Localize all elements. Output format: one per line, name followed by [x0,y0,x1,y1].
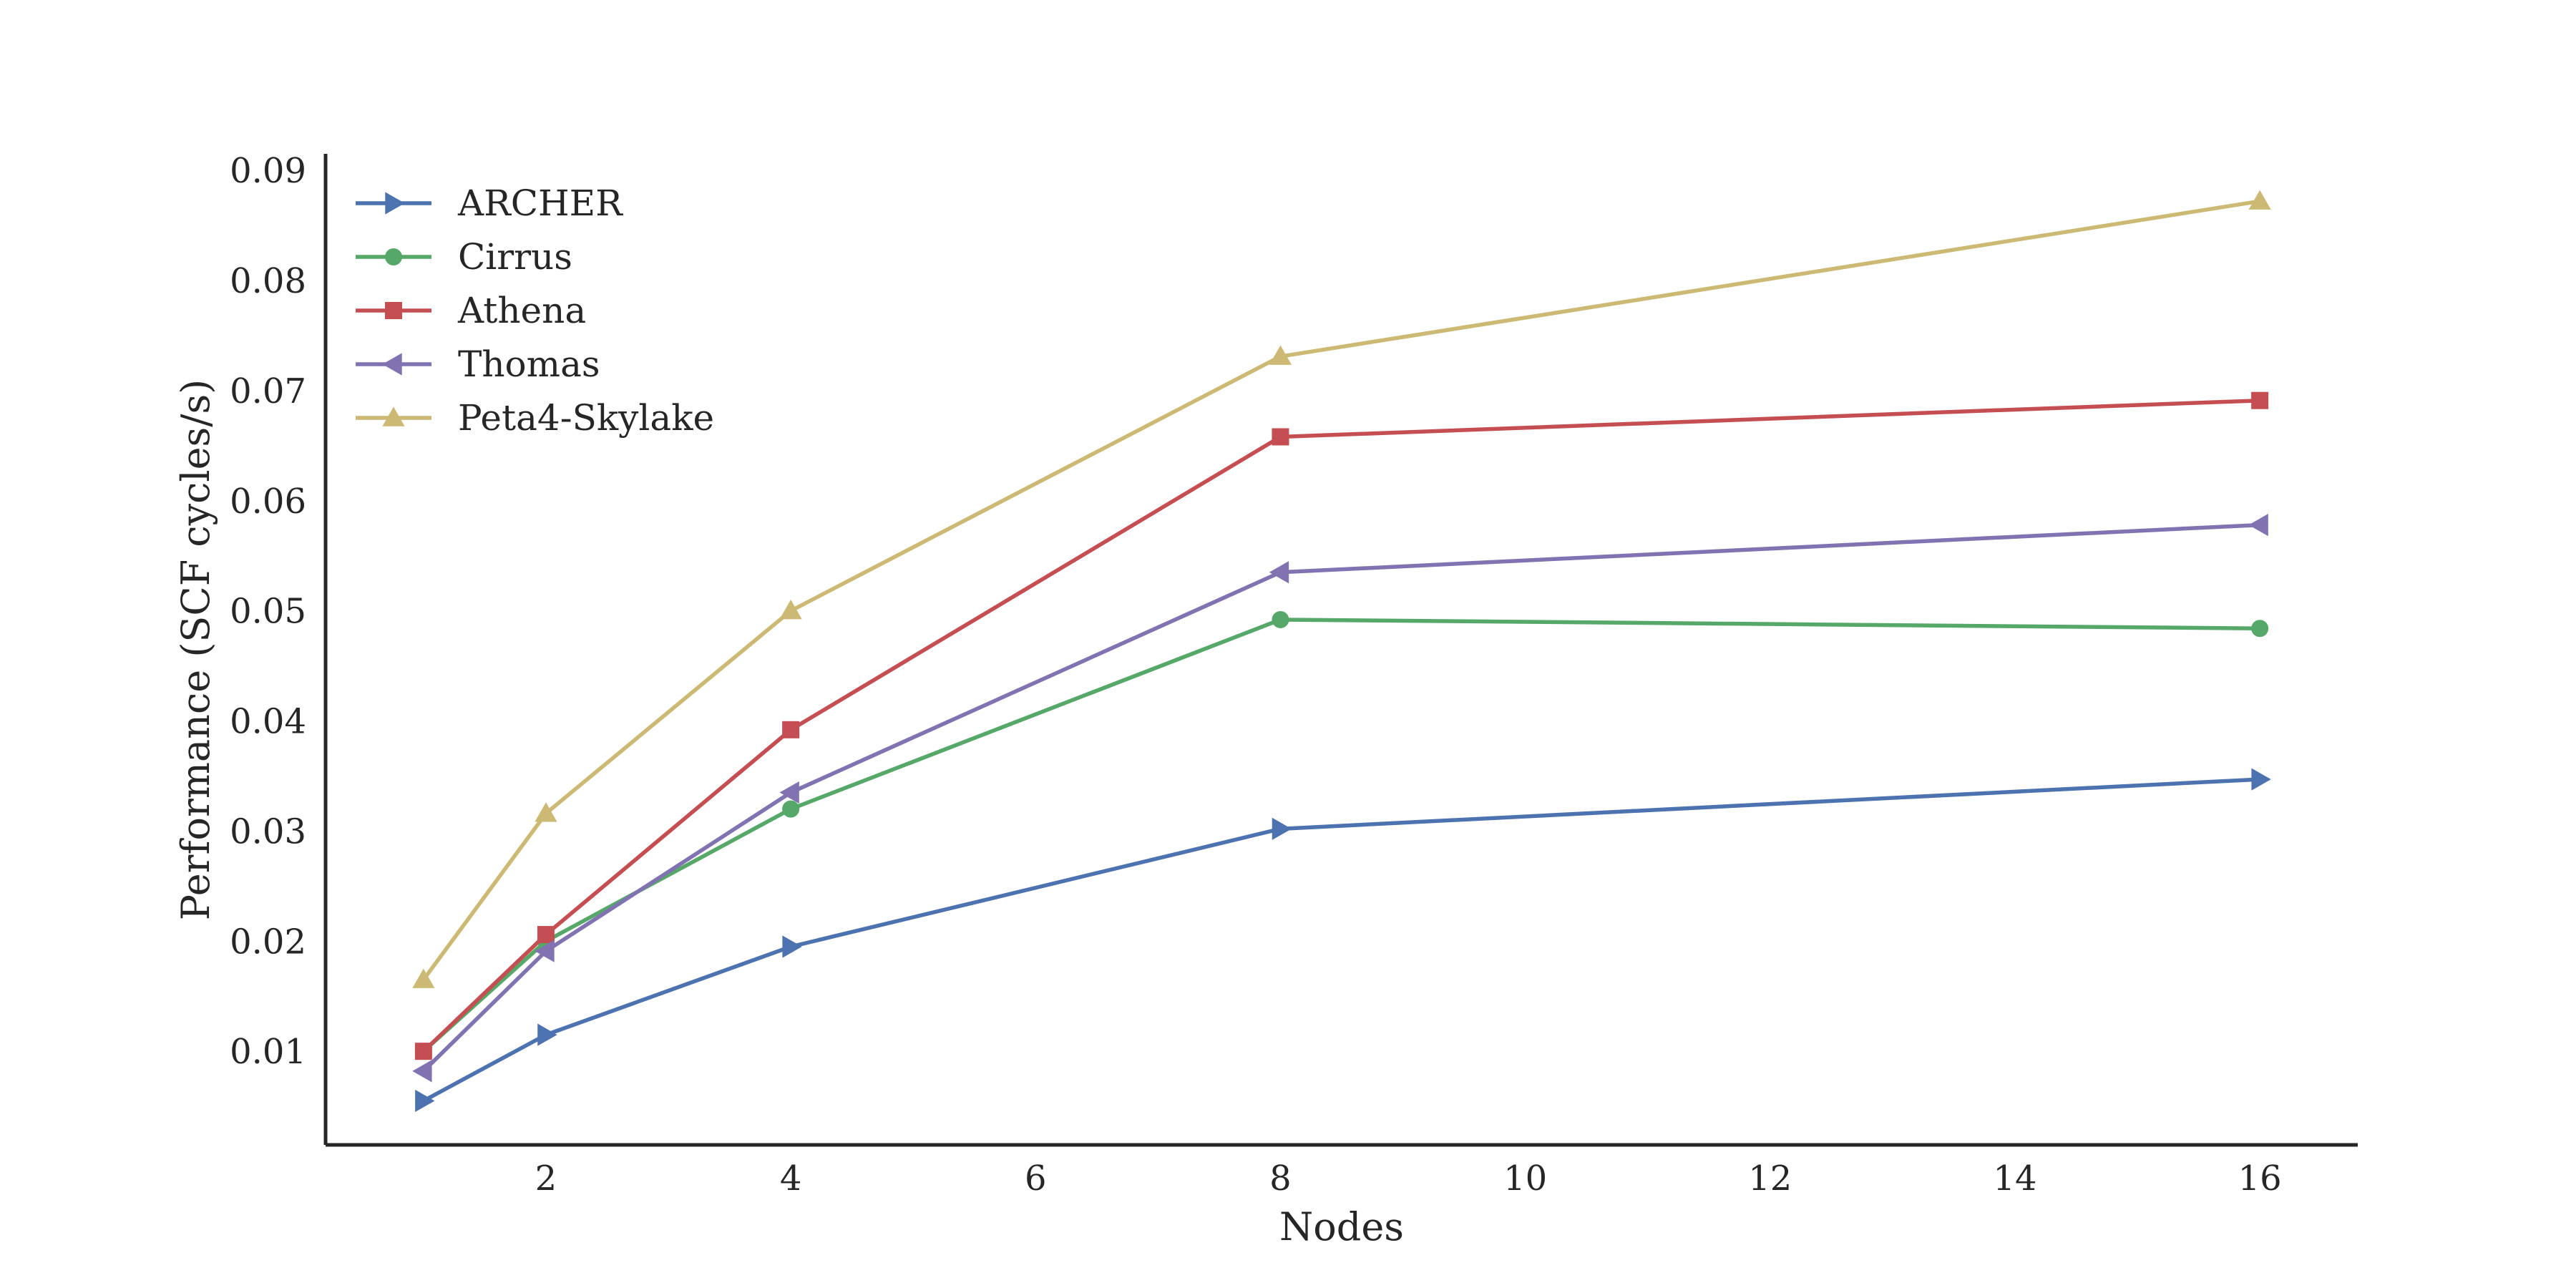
legend-item-archer: ARCHER [356,182,623,224]
legend-label: ARCHER [457,182,623,224]
series-cirrus [414,610,2269,1060]
x-tick-label: 10 [1503,1158,1547,1199]
x-tick-label: 16 [2238,1158,2282,1199]
data-point-cirrus [2251,620,2269,638]
legend-marker [385,192,405,215]
legend-item-peta4-skylake: Peta4-Skylake [356,397,714,439]
y-tick-label: 0.07 [230,371,306,411]
data-point-thomas [2248,514,2268,537]
series-line-thomas [421,522,2260,1073]
data-point-archer [537,1023,557,1046]
data-point-peta4-skylake [2248,190,2271,210]
series-line-peta4-skylake [421,199,2260,981]
x-tick-label: 4 [780,1158,802,1199]
legend: ARCHER Cirrus Athena Thomas Peta4-Skylake [356,182,714,439]
legend-item-thomas: Thomas [356,343,600,385]
data-point-thomas [779,781,799,804]
data-point-cirrus [1272,610,1289,628]
x-tick-label: 6 [1025,1158,1047,1199]
x-tick-label: 8 [1269,1158,1292,1199]
legend-label: Peta4-Skylake [458,397,714,439]
x-tick-label: 12 [1748,1158,1792,1199]
data-point-athena [414,1043,432,1060]
series-peta4-skylake [412,190,2271,988]
series-group [412,190,2271,1113]
series-archer [415,768,2271,1113]
x-tick-label: 2 [535,1158,557,1199]
series-line-archer [422,777,2260,1103]
y-tick-labels: 0.01 0.02 0.03 0.04 0.05 0.06 0.07 0.08 0.09 [230,151,306,1072]
legend-item-cirrus: Cirrus [356,236,572,278]
data-point-archer [1272,817,1292,840]
data-point-archer [782,935,802,958]
y-tick-label: 0.08 [230,261,306,301]
data-point-thomas [1269,561,1289,584]
legend-label: Athena [457,290,586,331]
legend-label: Thomas [458,343,600,385]
series-line-athena [421,398,2260,1053]
x-tick-labels: 2 4 6 8 10 12 14 16 [535,1158,2282,1199]
data-point-archer [415,1089,435,1113]
data-point-athena [2251,391,2269,409]
y-tick-label: 0.05 [230,592,306,632]
data-point-athena [782,721,800,738]
legend-marker [385,302,402,319]
data-point-thomas [412,1060,432,1083]
legend-marker [382,406,405,426]
data-point-thomas [535,940,555,962]
data-point-athena [537,926,555,944]
x-tick-label: 14 [1993,1158,2036,1199]
data-point-archer [2251,768,2271,791]
y-tick-label: 0.09 [230,151,306,191]
y-tick-label: 0.03 [230,811,306,852]
x-axis-title: Nodes [1279,1204,1404,1249]
legend-marker [385,248,402,265]
data-point-peta4-skylake [412,968,435,988]
series-thomas [412,514,2268,1083]
data-point-peta4-skylake [535,802,557,822]
y-tick-label: 0.04 [230,702,306,742]
legend-marker [382,353,402,376]
y-tick-label: 0.02 [230,922,306,962]
data-point-peta4-skylake [779,600,802,620]
legend-item-athena: Athena [356,290,586,331]
y-tick-label: 0.06 [230,482,306,522]
data-point-peta4-skylake [1269,345,1292,365]
axes [323,154,2358,1147]
y-axis-title: Performance (SCF cycles/s) [173,379,218,920]
series-athena [414,391,2269,1060]
data-point-athena [1272,428,1289,446]
data-point-cirrus [782,800,800,818]
y-tick-label: 0.01 [230,1032,306,1072]
legend-label: Cirrus [458,236,572,278]
